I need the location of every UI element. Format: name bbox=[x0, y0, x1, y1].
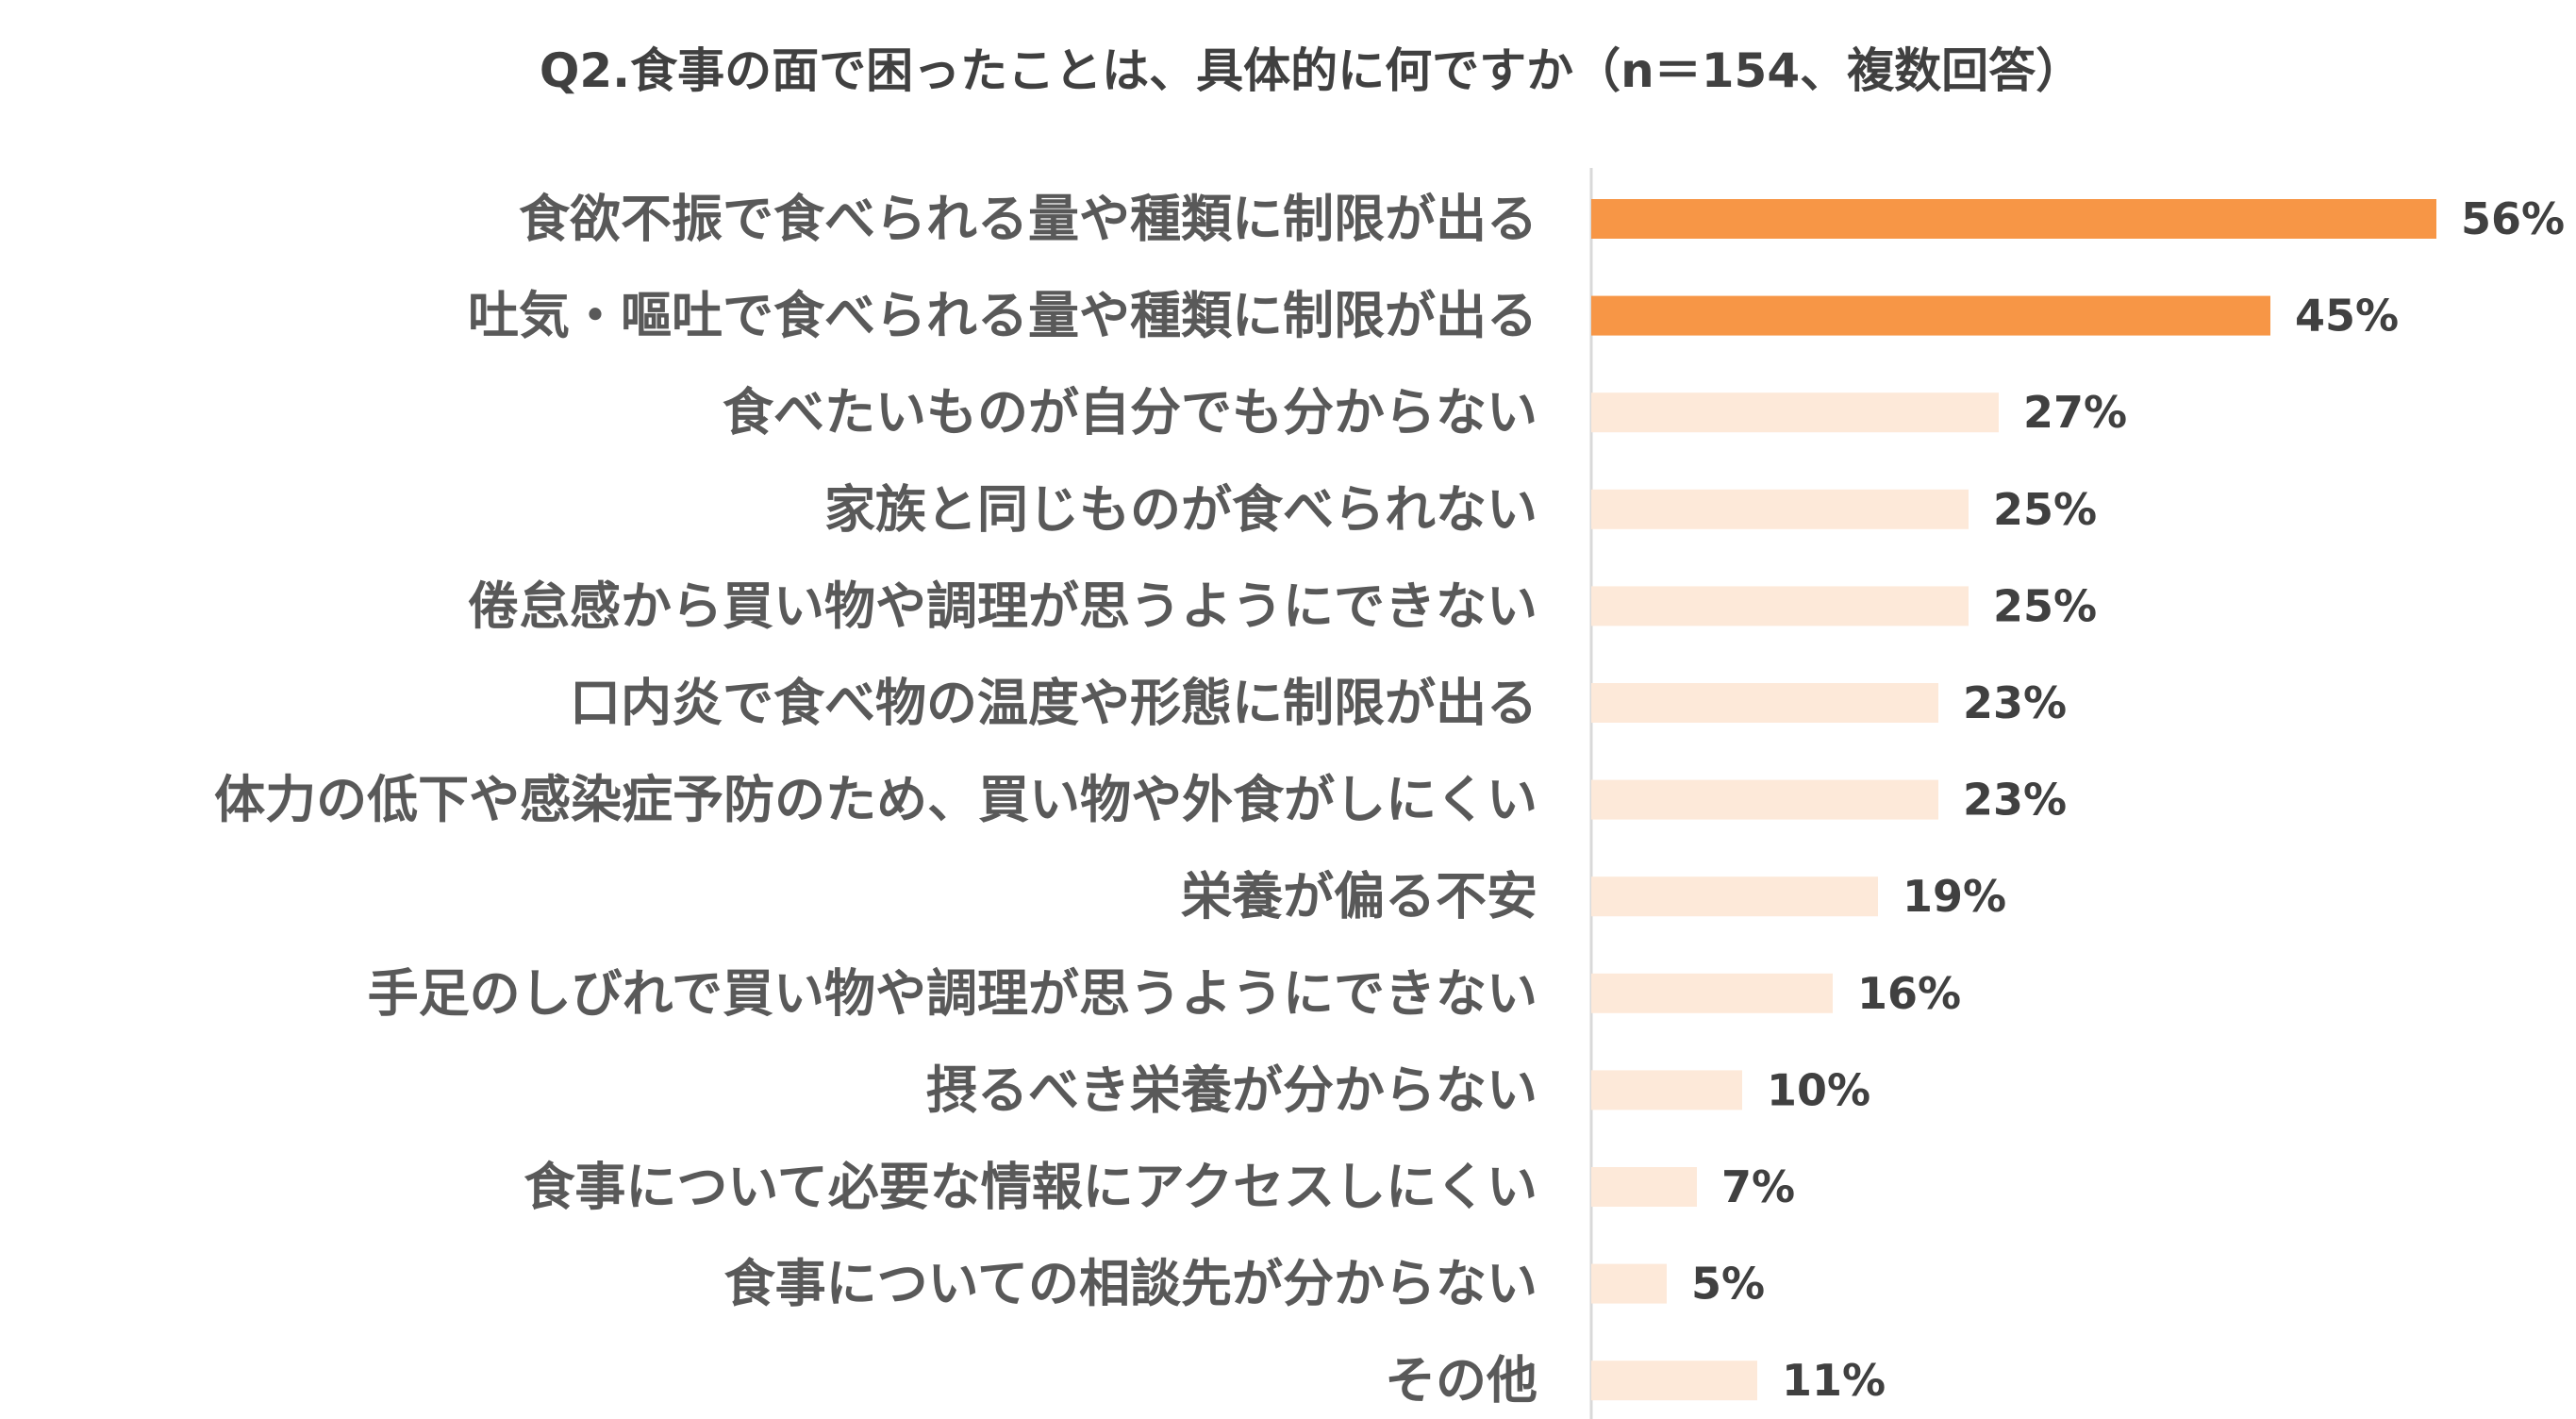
data-label: 25% bbox=[1993, 580, 2097, 631]
bar bbox=[1591, 489, 1969, 529]
bar bbox=[1591, 876, 1878, 917]
category-label: 体力の低下や感染症予防のため、買い物や外食がしにくい bbox=[214, 770, 1537, 829]
category-labels-group: 食欲不振で食べられる量や種類に制限が出る吐気・嘔吐で食べられる量や種類に制限が出… bbox=[214, 190, 1537, 1411]
bar bbox=[1591, 1263, 1667, 1304]
chart-title: Q2.食事の面で困ったことは、具体的に何ですか（n＝154、複数回答） bbox=[540, 43, 2083, 98]
category-label: その他 bbox=[1385, 1351, 1537, 1411]
bar bbox=[1591, 295, 2270, 336]
category-label: 口内炎で食べ物の温度や形態に制限が出る bbox=[570, 674, 1537, 733]
data-label: 56% bbox=[2461, 193, 2565, 244]
data-label: 27% bbox=[2023, 387, 2127, 438]
category-label: 食事についての相談先が分からない bbox=[724, 1254, 1537, 1313]
data-label: 5% bbox=[1691, 1259, 1765, 1310]
category-label: 手足のしびれで買い物や調理が思うようにできない bbox=[368, 963, 1537, 1023]
bar bbox=[1591, 973, 1833, 1013]
bar bbox=[1591, 1070, 1742, 1110]
bar bbox=[1591, 199, 2436, 239]
bar bbox=[1591, 586, 1969, 626]
data-label: 16% bbox=[1857, 968, 1961, 1019]
category-label: 食事について必要な情報にアクセスしにくい bbox=[524, 1158, 1537, 1217]
data-label: 7% bbox=[1721, 1161, 1795, 1212]
category-label: 栄養が偏る不安 bbox=[1181, 867, 1537, 927]
bar bbox=[1591, 779, 1938, 820]
value-labels-group: 56% 45% 27% 25% 25% 23% 23% 19% 16% 10% 7% 5% 11% bbox=[1691, 193, 2565, 1406]
category-label: 倦怠感から買い物や調理が思うようにできない bbox=[468, 576, 1537, 636]
data-label: 10% bbox=[1767, 1064, 1870, 1115]
bar bbox=[1591, 1167, 1697, 1207]
category-label: 家族と同じものが食べられない bbox=[824, 479, 1537, 539]
data-label: 19% bbox=[1903, 871, 2006, 922]
data-label: 25% bbox=[1993, 484, 2097, 535]
data-label: 45% bbox=[2295, 291, 2399, 342]
category-label: 吐気・嘔吐で食べられる量や種類に制限が出る bbox=[468, 286, 1537, 345]
data-label: 23% bbox=[1963, 677, 2067, 728]
bar bbox=[1591, 1361, 1757, 1401]
data-label: 11% bbox=[1782, 1355, 1886, 1406]
category-label: 摂るべき栄養が分からない bbox=[926, 1060, 1537, 1120]
data-label: 23% bbox=[1963, 775, 2067, 826]
category-label: 食欲不振で食べられる量や種類に制限が出る bbox=[519, 190, 1537, 249]
bar bbox=[1591, 392, 1999, 433]
category-label: 食べたいものが自分でも分からない bbox=[723, 383, 1537, 442]
bar bbox=[1591, 683, 1938, 723]
bars-group bbox=[1591, 199, 2436, 1401]
